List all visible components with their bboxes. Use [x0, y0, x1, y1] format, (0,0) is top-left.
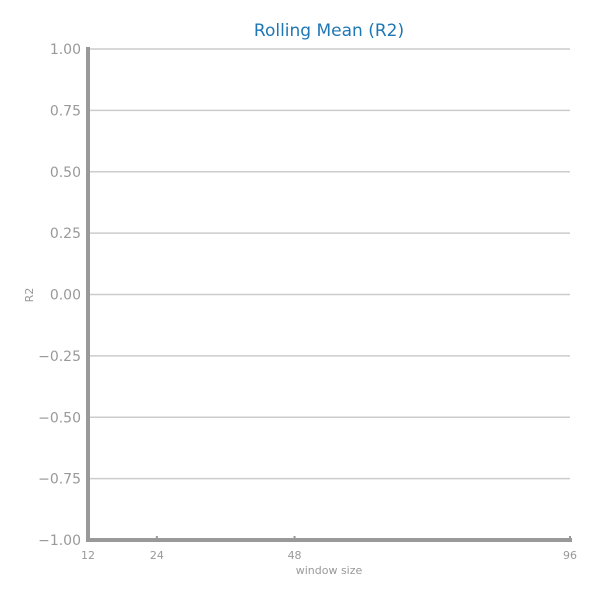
- y-tick-label: 1.00: [50, 42, 81, 58]
- x-tick-label: 48: [288, 549, 302, 562]
- y-tick-label: −0.50: [38, 410, 81, 426]
- y-axis-label: R2: [23, 288, 36, 303]
- y-axis-ticks: 1.00 0.75 0.50 0.25 0.00 −0.25 −0.50 −0.75 −1.00: [38, 42, 81, 549]
- y-tick-label: −0.25: [38, 349, 81, 365]
- chart-title: Rolling Mean (R2): [254, 21, 404, 41]
- y-tick-label: −1.00: [38, 533, 81, 549]
- x-tick-label: 12: [81, 549, 95, 562]
- y-tick-label: 0.50: [50, 165, 81, 181]
- y-tick-label: 0.25: [50, 226, 81, 242]
- x-axis-label: window size: [296, 564, 363, 577]
- x-tick-label: 96: [563, 549, 577, 562]
- y-tick-label: −0.75: [38, 472, 81, 488]
- gridlines: [88, 48, 570, 541]
- y-tick-label: 0.00: [50, 288, 81, 304]
- x-tick-label: 24: [150, 549, 164, 562]
- y-tick-label: 0.75: [50, 103, 81, 119]
